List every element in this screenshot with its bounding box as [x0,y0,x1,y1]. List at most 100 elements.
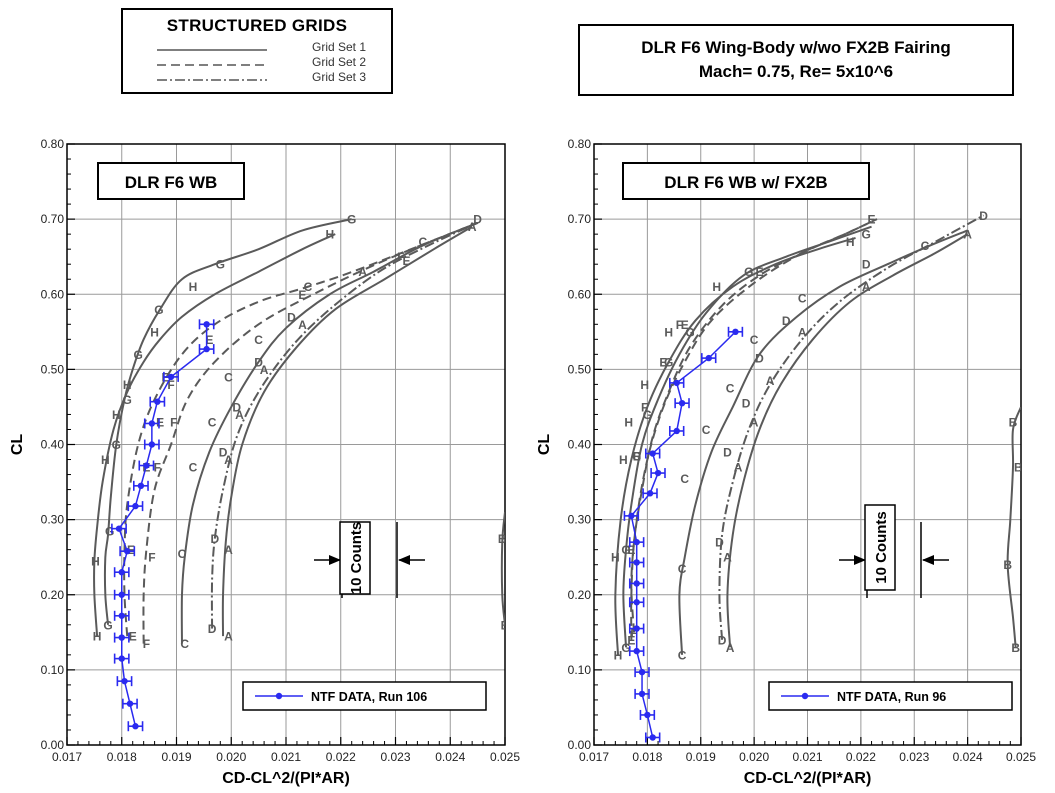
ntf-point [649,450,656,457]
y-tick-label: 0.30 [41,513,65,527]
series-marker-H: H [611,551,620,565]
ntf-point [154,398,161,405]
x-tick-label: 0.017 [579,750,609,764]
x-tick-label: 0.021 [271,750,301,764]
y-tick-label: 0.50 [41,362,65,376]
y-tick-label: 0.00 [41,738,65,752]
x-tick-label: 0.025 [490,750,520,764]
ntf-legend-label: NTF DATA, Run 96 [837,690,946,704]
series-marker-C: C [224,370,233,384]
series-marker-H: H [150,325,159,339]
series-marker-E: E [627,543,635,557]
ntf-point [732,328,739,336]
counts-arrowhead-left [329,555,341,565]
counts-box [339,521,371,595]
series-marker-H: H [664,325,673,339]
plot-area: GGGGGGGGHHHHHHHHEEEEEEEEFFFFFFCCCCCCCCDD… [91,213,505,732]
series-marker-F: F [143,637,150,651]
series-marker-C: C [419,235,428,249]
ntf-point [148,441,156,448]
x-axis-label: CD-CL^2/(PI*AR) [744,770,872,787]
series-marker-D: D [742,397,751,411]
ntf-point [633,580,640,587]
series-marker-E: E [205,333,213,347]
series-marker-E: E [681,318,689,332]
series-marker-C: C [678,562,687,576]
counts-arrowhead-right [398,555,410,565]
y-tick-label: 0.50 [568,362,592,376]
ntf-point [143,462,150,469]
x-tick-label: 0.019 [161,750,191,764]
series-marker-A: A [750,415,759,429]
series-marker-G: G [216,258,225,272]
series-marker-G: G [621,641,630,655]
ntf-point [167,373,175,381]
ntf-point [633,599,640,606]
panel-label: DLR F6 WB w/ FX2B [664,173,827,192]
series-marker-G: G [123,393,132,407]
ntf-point [126,700,134,707]
series-marker-C: C [178,547,187,561]
y-tick-label: 0.20 [41,588,65,602]
series-marker-F: F [167,378,174,392]
ntf-point [118,634,125,641]
series-line-C [180,221,479,644]
series-marker-D: D [254,355,263,369]
ntf-legend-marker [275,692,283,700]
y-tick-label: 0.20 [568,588,592,602]
series-marker-F: F [676,318,683,332]
series-marker-F: F [641,400,648,414]
series-line-E [630,218,878,640]
legend-title: STRUCTURED GRIDS [166,16,348,35]
series-marker-A: A [468,220,477,234]
x-tick-label: 0.024 [435,750,465,764]
series-marker-H: H [619,453,628,467]
ntf-point [137,482,145,490]
series-marker-D: D [715,536,724,550]
ntf-point [148,420,156,427]
series-marker-A: A [224,453,233,467]
ntf-point [121,677,128,685]
y-tick-label: 0.00 [568,738,592,752]
y-tick-label: 0.10 [41,663,65,677]
series-marker-F: F [630,626,637,640]
series-marker-A: A [260,363,269,377]
series-marker-B: B [1011,641,1020,655]
series-line-G [622,225,872,648]
series-marker-C: C [680,472,689,486]
series-marker-A: A [224,543,233,557]
series-line-F [142,221,478,644]
series-marker-A: A [235,408,244,422]
x-tick-label: 0.024 [953,750,983,764]
series-marker-D: D [979,209,988,223]
series-marker-G: G [134,348,143,362]
series-marker-C: C [750,333,759,347]
counts-arrowhead-left [854,555,866,565]
series-marker-H: H [640,378,649,392]
series-marker-H: H [325,228,334,242]
series-marker-H: H [624,415,633,429]
series-marker-D: D [219,446,228,460]
series-marker-A: A [726,641,735,655]
series-marker-H: H [91,554,100,568]
ntf-point [673,379,680,387]
ntf-point [203,345,210,353]
series-marker-D: D [287,310,296,324]
ntf-point [633,647,640,655]
ntf-point [646,490,654,497]
y-axis-label: CL [536,434,553,456]
series-marker-E: E [402,254,410,268]
ntf-legend-label: NTF DATA, Run 106 [311,690,427,704]
ntf-point [705,354,712,362]
series-marker-D: D [755,352,764,366]
ntf-point [118,612,125,619]
ntf-point [678,399,686,407]
x-tick-label: 0.025 [1006,750,1036,764]
panel-label-box [97,162,245,200]
ntf-legend-marker [801,692,809,700]
series-line-H [93,233,336,637]
series-marker-H: H [846,235,855,249]
series-marker-G: G [643,408,652,422]
ntf-point [132,502,139,510]
